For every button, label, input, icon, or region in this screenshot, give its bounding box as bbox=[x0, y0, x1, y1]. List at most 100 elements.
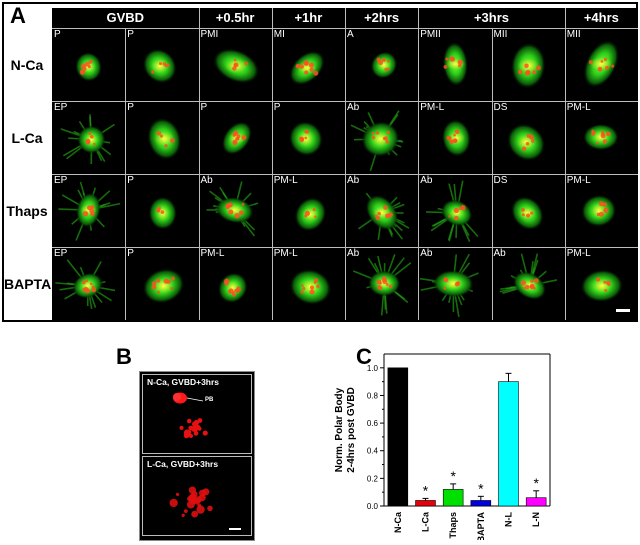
x-tick-label: N-L bbox=[504, 512, 514, 527]
y-axis-label-line1: Norm. Polar Body bbox=[334, 387, 345, 472]
bar bbox=[471, 500, 491, 506]
micrograph-cell: DS bbox=[492, 174, 565, 247]
stage-label: PMII bbox=[420, 29, 441, 40]
y-tick-label: 0.2 bbox=[367, 474, 379, 483]
ncA-micrograph bbox=[143, 375, 251, 453]
micrograph-cell: EP bbox=[52, 174, 125, 247]
stage-label: EP bbox=[54, 248, 67, 259]
stage-label: EP bbox=[54, 175, 67, 186]
micrograph-cell: PM-L bbox=[272, 174, 345, 247]
stage-label: Ab bbox=[420, 175, 432, 186]
x-tick-label: Thaps bbox=[448, 512, 458, 539]
significance-marker: * bbox=[478, 480, 484, 496]
micrograph-cell: Ab bbox=[492, 247, 565, 320]
stage-label: P bbox=[54, 29, 61, 40]
y-tick-label: 0.8 bbox=[367, 391, 379, 400]
stage-label: P bbox=[127, 248, 134, 259]
row-label: N-Ca bbox=[4, 57, 50, 73]
stage-label: PMI bbox=[201, 29, 219, 40]
stage-label: MII bbox=[494, 29, 508, 40]
micrograph-cell: PM-L bbox=[199, 247, 272, 320]
stage-label: DS bbox=[494, 102, 508, 113]
bar bbox=[388, 368, 408, 506]
micrograph-cell: P bbox=[125, 247, 198, 320]
y-tick-label: 0.6 bbox=[367, 419, 379, 428]
stage-label: P bbox=[127, 102, 134, 113]
micrograph-cell: PM-L bbox=[565, 101, 638, 174]
micrograph-cell: P bbox=[125, 101, 198, 174]
pb-label: PB bbox=[205, 397, 213, 403]
stage-label: Ab bbox=[494, 248, 506, 259]
y-tick-label: 1.0 bbox=[367, 364, 379, 373]
micrograph-cell: PMII bbox=[418, 28, 491, 101]
bar bbox=[443, 489, 463, 506]
stage-label: Ab bbox=[347, 102, 359, 113]
stage-label: P bbox=[127, 175, 134, 186]
micrograph-cell: PMI bbox=[199, 28, 272, 101]
micrograph-cell: DS bbox=[492, 101, 565, 174]
micrograph-cell: P bbox=[52, 28, 125, 101]
stage-label: MI bbox=[274, 29, 285, 40]
micrograph-cell: Ab bbox=[345, 247, 418, 320]
stage-label: EP bbox=[54, 102, 67, 113]
lca-micrograph bbox=[143, 457, 251, 535]
micrograph-cell: P bbox=[272, 101, 345, 174]
bar bbox=[416, 500, 436, 506]
micrograph-cell: MII bbox=[565, 28, 638, 101]
stage-label: Ab bbox=[420, 248, 432, 259]
column-header: +1hr bbox=[272, 8, 345, 28]
micrograph-cell: Ab bbox=[418, 247, 491, 320]
x-tick-label: L-Ca bbox=[421, 511, 431, 532]
micrograph-cell: EP bbox=[52, 247, 125, 320]
significance-marker: * bbox=[423, 482, 429, 498]
stage-label: Ab bbox=[347, 248, 359, 259]
micrograph-cell: P bbox=[199, 101, 272, 174]
panel-a-letter: A bbox=[10, 3, 26, 29]
column-header: +2hrs bbox=[345, 8, 418, 28]
x-tick-label: BAPTA bbox=[476, 512, 486, 540]
stage-label: A bbox=[347, 29, 354, 40]
micrograph-cell: MI bbox=[272, 28, 345, 101]
significance-marker: * bbox=[533, 475, 539, 491]
stage-label: PM-L bbox=[567, 175, 591, 186]
panel-c-chart: 0.0 0.2 0.4 0.6 0.8 1.0 N-Ca * L-Ca * Thaps * BAPTA… bbox=[318, 350, 636, 540]
stage-label: Ab bbox=[347, 175, 359, 186]
stage-label: DS bbox=[494, 175, 508, 186]
stage-label: PM-L bbox=[201, 248, 225, 259]
micrograph-cell: PM-L bbox=[565, 174, 638, 247]
y-tick-label: 0.0 bbox=[367, 502, 379, 511]
micrograph-cell: A bbox=[345, 28, 418, 101]
bar bbox=[526, 498, 546, 506]
scale-bar bbox=[616, 309, 630, 312]
stage-label: P bbox=[274, 102, 281, 113]
micrograph-cell: P bbox=[125, 28, 198, 101]
stage-label: MII bbox=[567, 29, 581, 40]
column-header: GVBD bbox=[52, 8, 199, 28]
micrograph-cell: Ab bbox=[199, 174, 272, 247]
panel-b-bottom-image: L-Ca, GVBD+3hrs bbox=[142, 456, 252, 536]
micrograph-cell: EP bbox=[52, 101, 125, 174]
y-tick-label: 0.4 bbox=[367, 447, 379, 456]
micrograph-cell: PM-L bbox=[272, 247, 345, 320]
column-header: +3hrs bbox=[418, 8, 565, 28]
stage-label: PM-L bbox=[420, 102, 444, 113]
stage-label: P bbox=[201, 102, 208, 113]
significance-marker: * bbox=[450, 468, 456, 484]
column-header: +4hrs bbox=[565, 8, 638, 28]
bar bbox=[499, 382, 519, 506]
stage-label: Ab bbox=[201, 175, 213, 186]
y-axis-label-line2: 2-4hrs post GVBD bbox=[346, 387, 357, 473]
stage-label: PM-L bbox=[274, 248, 298, 259]
micrograph-cell: P bbox=[125, 174, 198, 247]
panel-b-letter: B bbox=[116, 344, 132, 370]
micrograph-cell: MII bbox=[492, 28, 565, 101]
stage-label: PM-L bbox=[274, 175, 298, 186]
x-tick-label: L-N bbox=[531, 512, 541, 527]
x-tick-label: N-Ca bbox=[393, 511, 403, 533]
stage-label: P bbox=[127, 29, 134, 40]
polar-body-bar-chart: 0.0 0.2 0.4 0.6 0.8 1.0 N-Ca * L-Ca * Thaps * BAPTA… bbox=[318, 350, 636, 540]
stage-label: PM-L bbox=[567, 102, 591, 113]
micrograph-cell: Ab bbox=[345, 101, 418, 174]
